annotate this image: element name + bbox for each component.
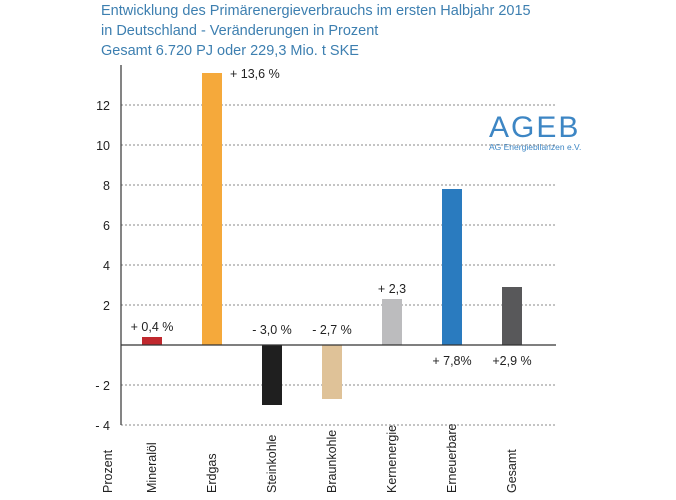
ageb-logo: AGEB AG Energiebilanzen e.V.: [489, 111, 581, 152]
data-label: +2,9 %: [492, 354, 531, 368]
logo-text: AGEB: [489, 111, 580, 144]
data-label: - 3,0 %: [252, 323, 292, 337]
data-label: + 2,3: [378, 282, 406, 296]
bar-erneuerbare: [442, 189, 462, 345]
chart-title: Entwicklung des Primärenergieverbrauchs …: [101, 3, 531, 59]
data-label: + 0,4 %: [131, 320, 174, 334]
data-label: - 2,7 %: [312, 323, 352, 337]
title-line-2: in Deutschland - Veränderungen in Prozen…: [101, 23, 378, 39]
category-label: Gesamt: [505, 449, 519, 493]
category-label: Kernenergie: [385, 425, 399, 493]
category-label: Erneuerbare: [445, 423, 459, 493]
title-line-3: Gesamt 6.720 PJ oder 229,3 Mio. t SKE: [101, 43, 359, 59]
category-label: Erdgas: [205, 453, 219, 493]
category-label: Steinkohle: [265, 435, 279, 493]
data-label: + 13,6 %: [230, 67, 280, 81]
category-label: Braunkohle: [325, 430, 339, 493]
bars: [142, 73, 522, 405]
y-tick-label: 4: [103, 259, 110, 273]
y-tick-label: - 4: [95, 419, 110, 433]
title-line-1: Entwicklung des Primärenergieverbrauchs …: [101, 3, 531, 19]
bar-erdgas: [202, 73, 222, 345]
y-tick-label: 12: [96, 99, 110, 113]
bar-braunkohle: [322, 345, 342, 399]
y-tick-label: 10: [96, 139, 110, 153]
bar-kernenergie: [382, 299, 402, 345]
bar-gesamt: [502, 287, 522, 345]
data-labels: + 0,4 % + 13,6 % - 3,0 % - 2,7 % + 2,3 + 7,8%…: [131, 67, 532, 368]
y-tick-label: 2: [103, 299, 110, 313]
category-label: Mineralöl: [145, 442, 159, 493]
category-labels: Prozent Mineralöl Erdgas Steinkohle Braunko…: [101, 423, 519, 493]
logo-subtext: AG Energiebilanzen e.V.: [489, 142, 581, 152]
bar-steinkohle: [262, 345, 282, 405]
y-tick-label: 6: [103, 219, 110, 233]
y-tick-labels: 12 10 8 6 4 2 - 2 - 4: [95, 99, 110, 433]
y-tick-label: 8: [103, 179, 110, 193]
data-label: + 7,8%: [432, 354, 471, 368]
y-tick-label: - 2: [95, 379, 110, 393]
bar-mineral-l: [142, 337, 162, 345]
x-axis-label: Prozent: [101, 449, 115, 493]
